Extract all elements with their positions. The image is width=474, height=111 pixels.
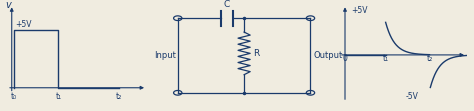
Text: t₂: t₂	[427, 54, 433, 63]
Text: 0: 0	[343, 54, 347, 63]
Text: Output: Output	[313, 51, 343, 60]
Text: t₂: t₂	[116, 92, 122, 101]
Text: -5V: -5V	[406, 92, 419, 101]
Text: C: C	[224, 0, 230, 9]
Text: t₁: t₁	[383, 54, 389, 63]
Text: t₀: t₀	[11, 92, 17, 101]
Text: v: v	[6, 0, 11, 10]
Text: R: R	[253, 49, 259, 58]
Text: +5V: +5V	[351, 6, 368, 15]
Text: Input: Input	[154, 51, 176, 60]
Text: +5V: +5V	[16, 20, 32, 29]
Text: t₁: t₁	[55, 92, 62, 101]
